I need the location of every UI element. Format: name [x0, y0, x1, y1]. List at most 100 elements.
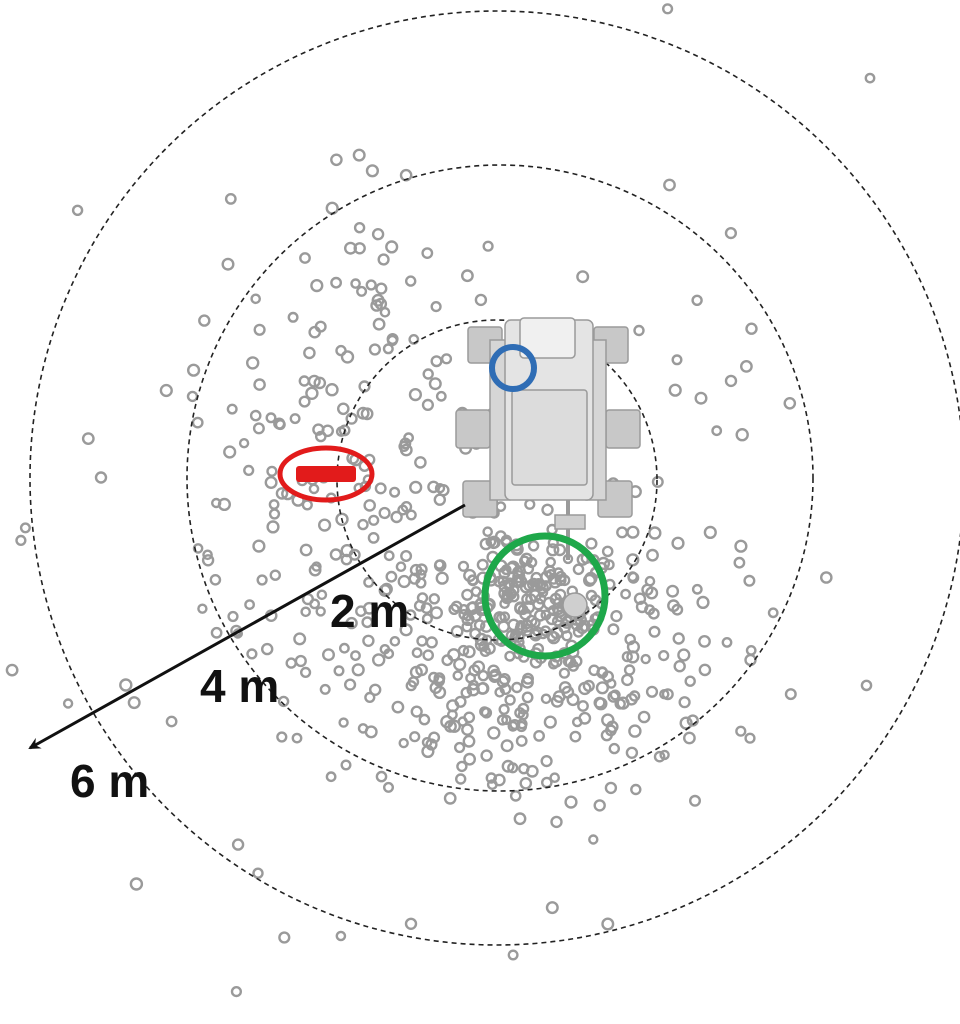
sample-point	[395, 561, 407, 573]
red-marker	[277, 445, 375, 503]
rover	[455, 317, 641, 618]
sample-point	[521, 600, 536, 614]
sample-point	[628, 724, 642, 738]
sample-point	[550, 815, 563, 829]
ring-6m	[29, 10, 960, 946]
sample-point	[400, 500, 413, 513]
sample-point	[540, 754, 553, 768]
ring-label: 6 m	[70, 755, 149, 807]
sample-point	[430, 355, 443, 368]
sample-point	[463, 711, 476, 724]
sample-point	[340, 350, 355, 364]
sample-point	[435, 571, 449, 585]
sample-point	[668, 383, 682, 397]
sample-point	[383, 550, 395, 562]
sample-point	[350, 278, 361, 289]
sample-point	[487, 535, 501, 549]
sample-point	[496, 675, 510, 689]
sample-point	[382, 343, 394, 355]
sample-point	[266, 520, 280, 534]
sample-point	[421, 398, 435, 412]
sample-point	[501, 592, 513, 604]
sample-point	[482, 526, 494, 538]
sample-point	[377, 253, 390, 266]
sample-point	[314, 320, 327, 333]
sample-point	[119, 678, 133, 692]
sample-point	[519, 777, 533, 790]
sample-point	[400, 550, 413, 563]
sample-point	[724, 227, 738, 240]
sample-point	[187, 363, 201, 377]
sample-point	[278, 931, 291, 944]
sample-point	[648, 526, 662, 540]
sample-point	[588, 834, 599, 845]
sample-point	[467, 574, 479, 587]
sample-point	[386, 334, 399, 347]
sample-point	[363, 576, 375, 588]
sample-point	[252, 422, 265, 435]
sample-point	[289, 413, 301, 425]
sample-point	[238, 438, 250, 449]
sample-point	[480, 707, 493, 719]
sample-point	[411, 647, 423, 659]
sample-point	[202, 549, 213, 561]
sample-point	[338, 642, 350, 654]
sample-point	[308, 483, 320, 495]
sample-point	[461, 723, 474, 736]
sample-point	[463, 752, 476, 766]
sample-point	[246, 648, 258, 660]
sample-point	[127, 696, 141, 710]
sample-point	[625, 746, 639, 759]
sample-point	[569, 730, 582, 743]
sample-point	[864, 72, 876, 84]
sample-point	[659, 749, 670, 761]
distance-arrow	[28, 503, 466, 750]
sample-point	[389, 636, 401, 647]
sample-point	[335, 344, 347, 357]
sample-point	[330, 276, 342, 289]
sample-point	[572, 626, 585, 638]
sample-point	[165, 715, 178, 728]
sample-point	[604, 781, 618, 795]
sample-point	[635, 600, 649, 614]
sample-point	[250, 293, 261, 305]
sample-point	[274, 419, 286, 431]
sample-point	[368, 514, 380, 526]
sample-point	[313, 376, 327, 390]
sample-point	[252, 539, 266, 553]
sample-point	[507, 762, 519, 774]
sample-point	[504, 650, 516, 662]
sample-point	[661, 3, 674, 15]
sample-point	[434, 559, 445, 570]
sample-point	[230, 985, 243, 998]
sample-point	[744, 653, 757, 667]
sample-point	[479, 537, 493, 551]
sample-point	[504, 694, 516, 706]
sample-point	[308, 325, 322, 339]
sample-point	[616, 526, 629, 539]
sample-point	[409, 480, 423, 494]
sample-point	[268, 499, 280, 510]
sample-point	[450, 625, 464, 638]
sample-point	[371, 293, 385, 307]
sample-point	[525, 556, 538, 569]
sample-point	[224, 192, 237, 205]
sample-point	[521, 691, 534, 704]
sample-point	[299, 252, 311, 264]
sample-point	[391, 700, 405, 714]
sample-point	[558, 667, 571, 679]
sample-point	[471, 660, 486, 674]
sample-point	[672, 632, 685, 645]
sample-point	[340, 759, 352, 771]
sample-point	[252, 867, 264, 879]
sample-point	[679, 716, 693, 730]
blue-marker	[489, 344, 537, 392]
sample-point	[601, 713, 615, 727]
sample-point	[509, 719, 521, 731]
sample-point	[325, 383, 339, 397]
sample-point	[353, 221, 366, 234]
sample-point	[434, 483, 446, 494]
sample-point	[413, 599, 426, 612]
sample-point	[626, 553, 640, 567]
sample-point	[414, 456, 427, 469]
